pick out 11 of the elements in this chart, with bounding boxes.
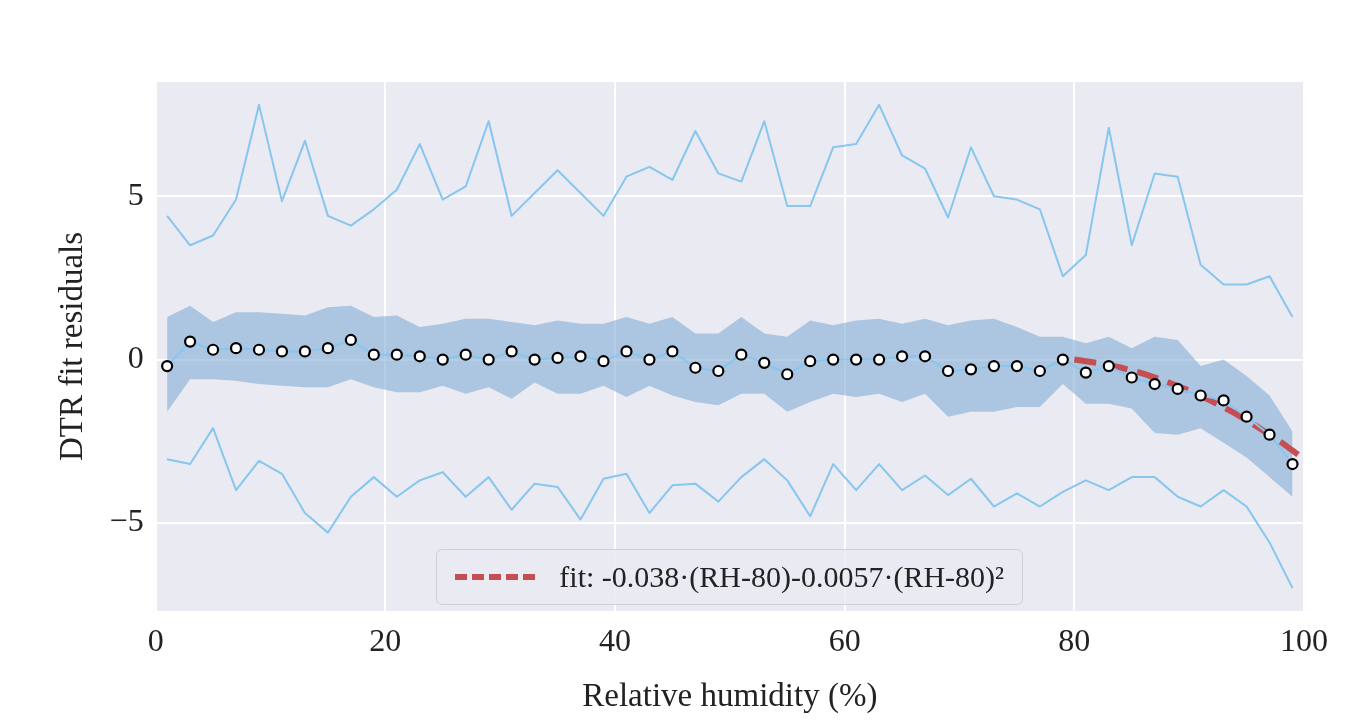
y-axis-title: DTR fit residuals <box>53 231 90 462</box>
x-tick-label: 20 <box>369 621 402 658</box>
x-tick-label: 40 <box>598 621 631 658</box>
x-tick-label: 100 <box>1280 621 1328 658</box>
x-tick-label: 80 <box>1058 621 1091 658</box>
y-tick-label: −5 <box>109 502 144 539</box>
y-tick-label: 5 <box>127 175 144 212</box>
x-tick-label: 60 <box>828 621 861 658</box>
y-tick-label: 0 <box>127 338 144 375</box>
legend-label: fit: -0.038·(RH-80)-0.0057·(RH-80)² <box>559 560 1005 594</box>
x-axis-title: Relative humidity (%) <box>582 676 878 714</box>
